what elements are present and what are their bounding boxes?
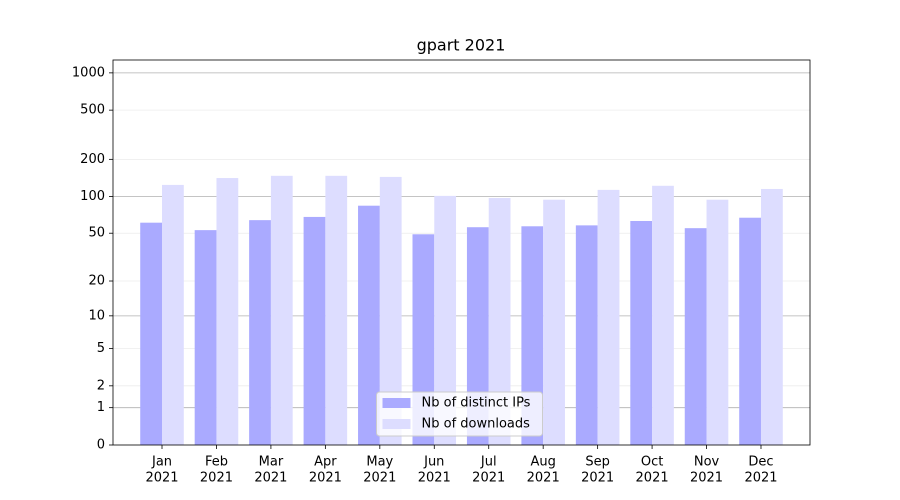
- y-tick-label: 100: [80, 189, 105, 204]
- x-tick-label: Oct: [641, 455, 663, 470]
- bar: [325, 175, 348, 445]
- x-tick-label: 2021: [418, 471, 451, 486]
- bar: [488, 198, 511, 445]
- x-tick-label: 2021: [690, 471, 723, 486]
- legend: Nb of distinct IPs Nb of downloads: [376, 391, 543, 437]
- x-tick-label: 2021: [254, 471, 287, 486]
- y-tick-label: 2: [97, 378, 105, 393]
- bar: [194, 230, 217, 445]
- x-tick-label: 2021: [472, 471, 505, 486]
- bar: [575, 225, 598, 445]
- bar: [739, 217, 761, 445]
- x-tick-label: Jun: [423, 455, 444, 470]
- y-tick-label: 20: [88, 274, 105, 289]
- legend-swatch: [382, 419, 411, 429]
- bar: [249, 220, 271, 445]
- x-tick-label: Aug: [530, 455, 555, 470]
- y-tick-label: 5: [97, 341, 105, 356]
- x-tick-label: 2021: [744, 471, 777, 486]
- bar: [379, 176, 402, 445]
- x-tick-label: 2021: [527, 471, 560, 486]
- x-tick-label: Dec: [748, 455, 773, 470]
- bar: [652, 185, 674, 446]
- x-tick-label: 2021: [363, 471, 396, 486]
- x-tick-label: 2021: [636, 471, 669, 486]
- y-tick-label: 0: [97, 438, 105, 453]
- x-tick-label: 2021: [145, 471, 178, 486]
- x-tick-label: Sep: [585, 455, 610, 470]
- bar: [216, 178, 239, 446]
- bar: [630, 220, 653, 445]
- bar: [358, 205, 380, 445]
- x-tick-label: Nov: [694, 455, 720, 470]
- x-tick-label: Jan: [151, 455, 172, 470]
- x-tick-label: Apr: [314, 455, 337, 470]
- x-tick-label: Feb: [205, 455, 228, 470]
- bar: [706, 199, 729, 445]
- x-tick-label: 2021: [581, 471, 614, 486]
- legend-label: Nb of distinct IPs: [422, 396, 531, 411]
- x-tick-label: 2021: [309, 471, 342, 486]
- x-tick-label: May: [366, 455, 393, 470]
- y-tick-label: 10: [88, 308, 105, 323]
- bar: [521, 226, 544, 445]
- legend-label: Nb of downloads: [422, 417, 531, 432]
- bar: [434, 195, 457, 445]
- bar: [760, 188, 783, 445]
- bar: [303, 216, 326, 445]
- x-tick-label: 2021: [200, 471, 233, 486]
- legend-box: [376, 391, 543, 437]
- legend-swatch: [382, 398, 411, 408]
- bar: [684, 228, 707, 445]
- bar: [543, 199, 565, 445]
- y-tick-label: 1: [97, 400, 105, 415]
- bar: [597, 189, 620, 445]
- bar: [162, 184, 184, 445]
- x-tick-label: Mar: [259, 455, 284, 470]
- y-tick-label: 50: [88, 226, 105, 241]
- bar: [270, 175, 293, 445]
- y-tick-label: 500: [80, 103, 105, 118]
- y-tick-label: 1000: [72, 65, 105, 80]
- bar: [466, 227, 489, 445]
- chart-title: gpart 2021: [417, 36, 506, 55]
- bar: [140, 222, 163, 445]
- axes-frame: [112, 59, 811, 446]
- x-tick-label: Jul: [480, 455, 497, 470]
- y-tick-label: 200: [80, 152, 105, 167]
